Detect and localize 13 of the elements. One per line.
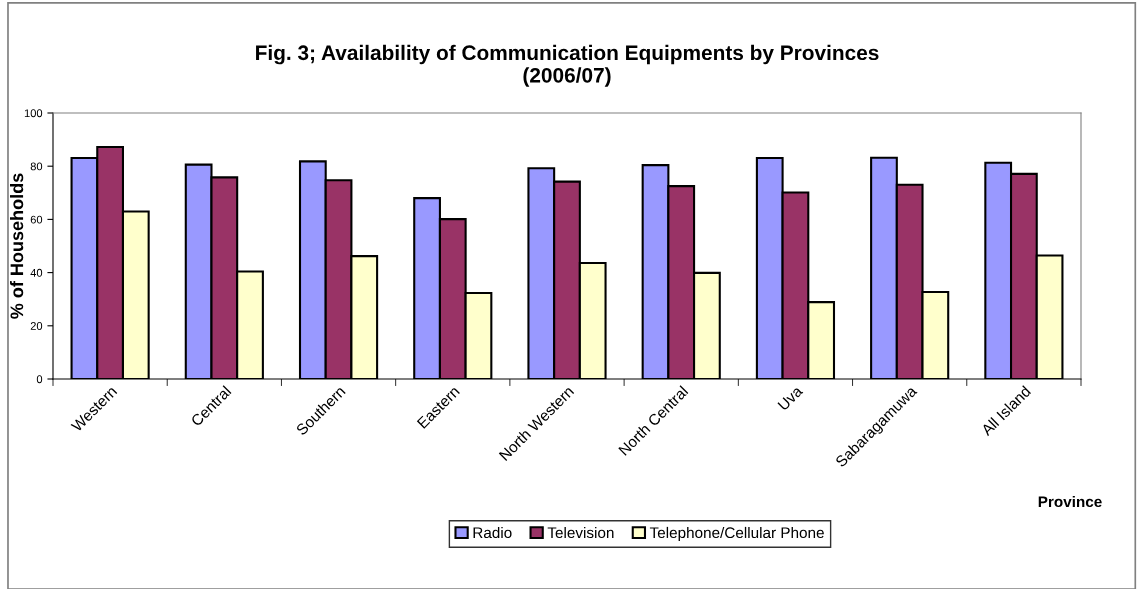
y-tick-label: 40 xyxy=(30,268,43,277)
y-tick-label: 20 xyxy=(30,322,43,330)
y-tick-label: 0 xyxy=(36,375,43,384)
y-axis-title: % of Households xyxy=(9,173,24,319)
legend-label: Television xyxy=(547,526,614,539)
chart-title: Fig. 3; Availability of Communication Equipments by Provinces (2006/07) xyxy=(256,44,879,87)
y-tick-label: 60 xyxy=(30,215,43,224)
y-tick-label: 80 xyxy=(30,162,43,171)
legend-label: Radio xyxy=(473,526,512,539)
legend-label: Telephone/Cellular Phone xyxy=(649,526,824,542)
x-axis-title: Province xyxy=(1038,495,1102,508)
x-tick-label: Uva xyxy=(777,384,804,411)
y-tick-label: 100 xyxy=(24,109,43,118)
